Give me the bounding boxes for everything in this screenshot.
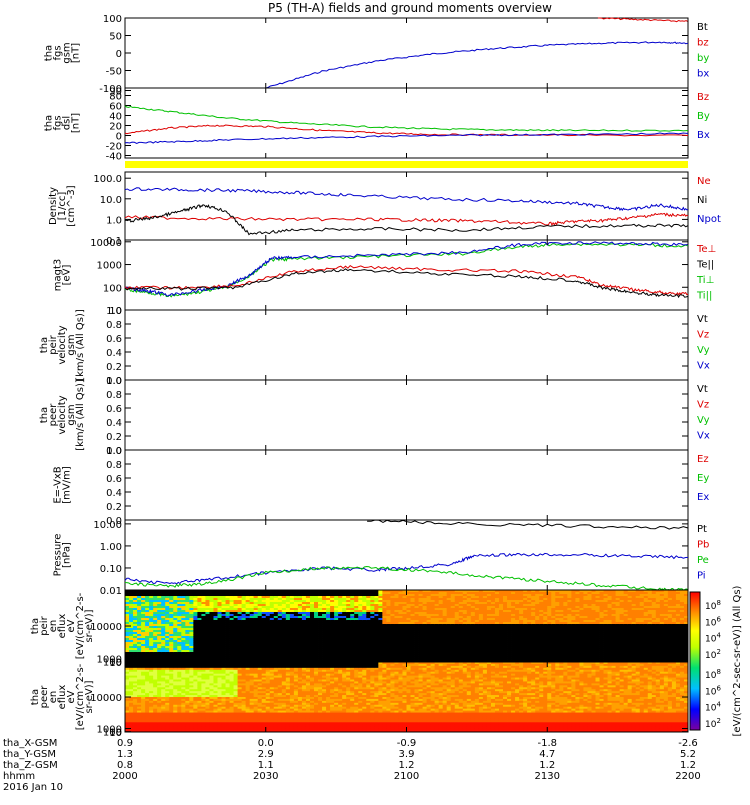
panel-frame (125, 380, 688, 450)
series-line-bz (598, 18, 688, 22)
series-line-Tepar| (125, 269, 688, 297)
y-tick-label: 0.8 (106, 320, 122, 331)
y-tick-label: 1.0 (106, 215, 122, 226)
y-tick-label: -40 (106, 152, 122, 163)
y-tick-label: 0.4 (106, 488, 122, 499)
legend-entry: Te|| (696, 260, 714, 271)
series-line-Pt (367, 520, 688, 529)
y-tick-label: 0.6 (106, 474, 122, 485)
legend-entry: Ti⊥ (696, 275, 714, 286)
y-tick-label: 10.0 (100, 195, 122, 206)
legend-entry: Vy (697, 345, 710, 356)
y-axis-label: [nT] (71, 43, 82, 63)
legend-entry: Pb (697, 540, 709, 551)
y-tick-label: 0.2 (106, 362, 122, 373)
legend-entry: Npot (697, 214, 721, 225)
legend-entry: Ti|| (696, 291, 712, 302)
legend-entry: Te⊥ (696, 244, 716, 255)
y-axis-label: [km/s (All Qs)] (75, 379, 86, 451)
chart-title: P5 (TH-A) fields and ground moments over… (268, 1, 552, 15)
legend-entry: Vx (697, 431, 710, 442)
legend-entry: Vt (697, 384, 708, 395)
legend-entry: Ey (697, 473, 709, 484)
legend-entry: bz (697, 38, 709, 49)
series-line-By (125, 106, 688, 131)
y-tick-label: 50 (109, 32, 122, 43)
series-line-bx (266, 42, 688, 88)
panel-frame (125, 450, 688, 520)
y-axis-label: [mV/m] (62, 466, 73, 504)
legend-entry: By (697, 111, 710, 122)
legend-entry: Bz (697, 92, 709, 103)
legend-entry: Vx (697, 361, 710, 372)
y-tick-label: 0.2 (106, 432, 122, 443)
panel-frame (125, 240, 688, 310)
y-tick-label: 0.10 (100, 564, 122, 575)
y-tick-label: 100 (103, 283, 122, 294)
panel-peir_spec: 10000100010010thapeirenefluxeV[eV/(cm^2-… (30, 590, 688, 669)
panel-peer_vel: 1.00.80.60.40.20.0thapeervelocitygsm[km/… (39, 376, 710, 457)
y-tick-label: 1000 (97, 261, 122, 272)
y-tick-label: 1.0 (106, 376, 122, 387)
panel-frame (125, 18, 688, 88)
y-tick-label: 1.0 (106, 306, 122, 317)
y-tick-label: 0.8 (106, 390, 122, 401)
panel-frame (125, 310, 688, 380)
legend-entry: Pe (697, 555, 709, 566)
y-tick-label: 0.4 (106, 418, 122, 429)
legend-entry: Ni (697, 195, 707, 206)
y-axis-label: [eV] (62, 265, 73, 286)
panel-peir_vel: 1.00.80.60.40.20.0thapeirvelocitygsm[km/… (39, 306, 710, 387)
y-tick-label: 10000 (90, 238, 122, 249)
y-tick-label: 0.4 (106, 348, 122, 359)
y-tick-label: 100 (103, 14, 122, 25)
panel-frame (125, 520, 688, 590)
legend-entry: Vy (697, 415, 710, 426)
quality-flag-bar (125, 161, 688, 168)
legend-entry: Ez (697, 454, 709, 465)
legend-entry: Ne (697, 176, 711, 187)
legend-entry: Bt (697, 22, 708, 33)
legend-entry: Bx (697, 130, 710, 141)
y-tick-label: 100.0 (93, 174, 122, 185)
legend-entry: bx (697, 69, 709, 80)
legend-entry: Pi (697, 571, 706, 582)
y-tick-label: 0.01 (100, 586, 122, 597)
series-line-Pi (125, 553, 688, 584)
y-tick-label: 0 (116, 49, 122, 60)
y-tick-label: 1.00 (100, 542, 122, 553)
legend-entry: Vt (697, 314, 708, 325)
y-tick-label: 0.8 (106, 460, 122, 471)
y-axis-label: [km/s (All Qs)] (75, 309, 86, 381)
legend-entry: Vz (697, 400, 709, 411)
y-axis-label: [cm^-3] (66, 185, 77, 226)
panel-density: 100.010.01.00.1Density[1/cc][cm^-3]NeNiN… (48, 172, 721, 247)
series-line-Ne (125, 213, 688, 225)
y-tick-label: -50 (106, 67, 122, 78)
panel-frame (125, 88, 688, 158)
y-tick-label: 1.0 (106, 446, 122, 457)
y-axis-label: [nT] (71, 113, 82, 133)
y-tick-label: 10.00 (93, 520, 122, 531)
y-tick-label: 0.2 (106, 502, 122, 513)
y-tick-label: 0.6 (106, 404, 122, 415)
legend-entry: Vz (697, 330, 709, 341)
series-line-Ni (125, 205, 688, 235)
legend-entry: by (697, 53, 709, 64)
legend-entry: Pt (697, 524, 707, 535)
y-axis-label: [nPa] (62, 542, 73, 568)
legend-entry: Ex (697, 492, 709, 503)
y-tick-label: 0.6 (106, 334, 122, 345)
